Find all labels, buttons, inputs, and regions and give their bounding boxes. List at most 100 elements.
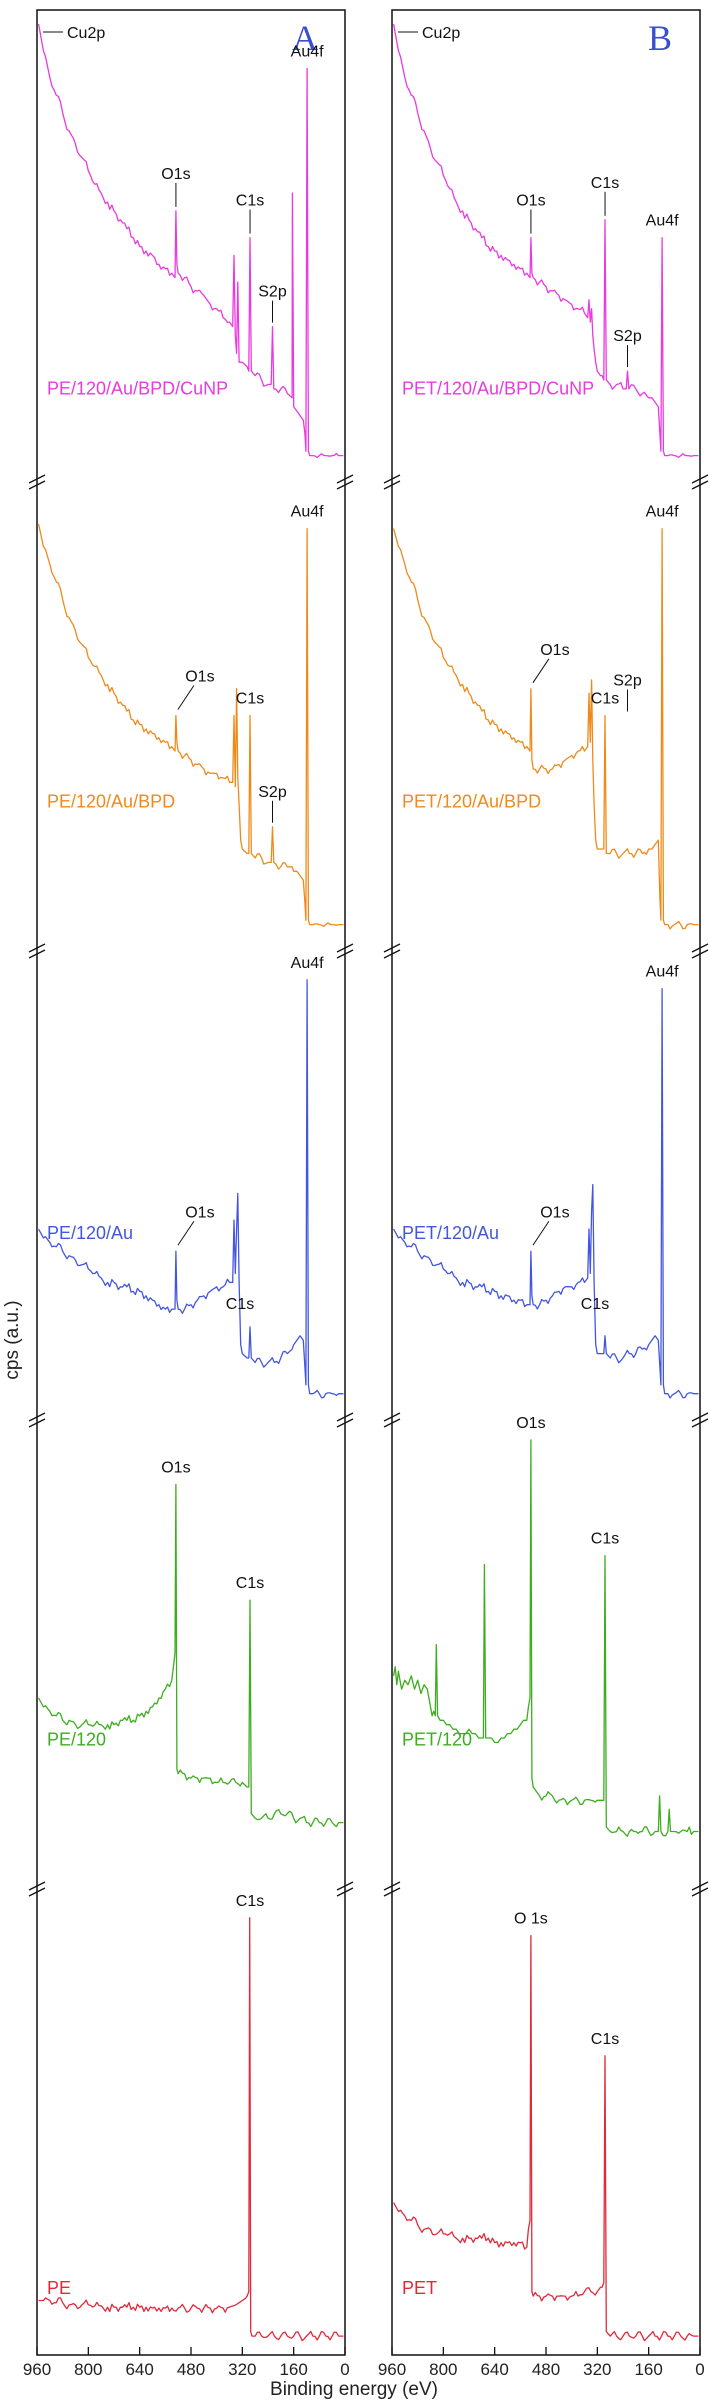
axis-break-mark bbox=[383, 943, 401, 953]
sample-label: PE/120/Au/BPD bbox=[47, 791, 175, 811]
axis-break-mark bbox=[28, 1881, 46, 1891]
peak-label: O1s bbox=[540, 642, 569, 659]
x-tick-label: 160 bbox=[634, 2360, 662, 2379]
sample-label: PET/120/Au/BPD/CuNP bbox=[402, 379, 594, 399]
axis-break-mark bbox=[383, 949, 401, 959]
spectrum-line bbox=[37, 523, 344, 928]
sample-label: PET/120 bbox=[402, 1729, 472, 1749]
peak-label: C1s bbox=[581, 1296, 609, 1313]
spectra-layer bbox=[37, 23, 699, 2342]
spectrum-line bbox=[392, 23, 699, 459]
spectrum-line bbox=[38, 1483, 344, 1828]
axis-break-mark bbox=[691, 943, 709, 953]
annotation-arrow bbox=[532, 658, 550, 684]
panel-frame bbox=[391, 9, 701, 2356]
axis-break-mark bbox=[691, 1887, 709, 1897]
peak-label: C1s bbox=[226, 1296, 254, 1313]
axis-break-mark bbox=[336, 1412, 354, 1422]
peak-label: O 1s bbox=[514, 1911, 548, 1928]
peak-label: Au4f bbox=[291, 955, 324, 972]
peak-label: C1s bbox=[591, 1531, 619, 1548]
axis-break-mark bbox=[691, 1412, 709, 1422]
axis-break-mark bbox=[28, 480, 46, 490]
peak-label: Au4f bbox=[646, 964, 679, 981]
x-tick-label: 0 bbox=[695, 2360, 704, 2379]
peak-label: O1s bbox=[185, 669, 214, 686]
x-tick-label: 480 bbox=[532, 2360, 560, 2379]
axes-layer: 960 800 640 480 320 160 0 960 800 640 480 320 160 0 bbox=[23, 474, 709, 2379]
annotation-arrow bbox=[177, 685, 195, 710]
x-tick-label: 800 bbox=[429, 2360, 457, 2379]
axis-break-mark bbox=[336, 1887, 354, 1897]
y-axis-title: cps (a.u.) bbox=[2, 1300, 23, 1379]
axis-break-mark bbox=[336, 1418, 354, 1428]
axis-break-mark bbox=[383, 1412, 401, 1422]
panel-letter: A bbox=[292, 18, 318, 58]
peak-label: S2p bbox=[258, 284, 287, 301]
axis-break-mark bbox=[28, 949, 46, 959]
peak-label: Au4f bbox=[291, 504, 324, 521]
peak-label: Cu2p bbox=[422, 25, 460, 42]
sample-label: PE/120/Au/BPD/CuNP bbox=[47, 379, 228, 399]
peak-label: S2p bbox=[613, 673, 642, 690]
panel-frame bbox=[36, 9, 346, 2356]
panel-letter: B bbox=[648, 18, 672, 58]
axis-break-mark bbox=[691, 949, 709, 959]
peak-label: C1s bbox=[591, 2031, 619, 2048]
x-tick-label: 320 bbox=[228, 2360, 256, 2379]
axis-break-mark bbox=[691, 474, 709, 484]
axis-break-mark bbox=[336, 1881, 354, 1891]
panel-frames bbox=[36, 9, 701, 2356]
peak-label: Au4f bbox=[646, 213, 679, 230]
spectrum-line bbox=[392, 1439, 699, 1837]
axis-break-mark bbox=[28, 474, 46, 484]
peak-label: O1s bbox=[185, 1204, 214, 1221]
peak-label: O1s bbox=[516, 193, 545, 210]
peak-label: C1s bbox=[236, 691, 264, 708]
x-tick-label: 960 bbox=[378, 2360, 406, 2379]
axis-break-mark bbox=[336, 480, 354, 490]
spectrum-line bbox=[38, 1917, 344, 2342]
axis-break-mark bbox=[336, 949, 354, 959]
axis-break-mark bbox=[28, 943, 46, 953]
axis-break-mark bbox=[691, 1881, 709, 1891]
axis-break-mark bbox=[28, 1887, 46, 1897]
peak-label: O1s bbox=[161, 1459, 190, 1476]
spectrum-line bbox=[37, 23, 344, 459]
axis-break-mark bbox=[383, 474, 401, 484]
spectrum-line bbox=[38, 979, 344, 1399]
spectrum-line bbox=[393, 988, 699, 1399]
spectrum-line bbox=[392, 527, 699, 930]
sample-label: PE/120 bbox=[47, 1729, 106, 1749]
x-tick-label: 480 bbox=[177, 2360, 205, 2379]
sample-label: PET/120/Au bbox=[402, 1223, 499, 1243]
peak-label: Cu2p bbox=[67, 25, 105, 42]
labels-layer: APE/120/Au/BPD/CuNPCu2pO1sC1sS2pAu4fPE/1… bbox=[43, 18, 679, 2298]
axis-break-mark bbox=[383, 1881, 401, 1891]
axis-break-mark bbox=[28, 1412, 46, 1422]
spectrum-line bbox=[393, 1934, 699, 2342]
axis-break-mark bbox=[691, 480, 709, 490]
x-tick-label: 800 bbox=[74, 2360, 102, 2379]
x-tick-label: 640 bbox=[125, 2360, 153, 2379]
peak-label: C1s bbox=[236, 1893, 264, 1910]
axis-break-mark bbox=[336, 474, 354, 484]
peak-label: C1s bbox=[591, 691, 619, 708]
axis-break-mark bbox=[383, 1887, 401, 1897]
sample-label: PET bbox=[402, 2278, 437, 2298]
x-tick-label: 0 bbox=[340, 2360, 349, 2379]
x-tick-label: 960 bbox=[23, 2360, 51, 2379]
x-tick-label: 160 bbox=[279, 2360, 307, 2379]
peak-label: C1s bbox=[236, 1575, 264, 1592]
peak-label: Au4f bbox=[646, 504, 679, 521]
peak-label: O1s bbox=[540, 1204, 569, 1221]
x-axis-title: Binding energy (eV) bbox=[270, 2379, 438, 2400]
peak-label: O1s bbox=[161, 166, 190, 183]
annotation-arrow bbox=[177, 1220, 195, 1246]
axis-break-mark bbox=[691, 1418, 709, 1428]
axis-break-mark bbox=[28, 1418, 46, 1428]
annotation-arrow bbox=[532, 1220, 550, 1246]
peak-label: Au4f bbox=[291, 44, 324, 61]
peak-label: S2p bbox=[613, 328, 642, 345]
